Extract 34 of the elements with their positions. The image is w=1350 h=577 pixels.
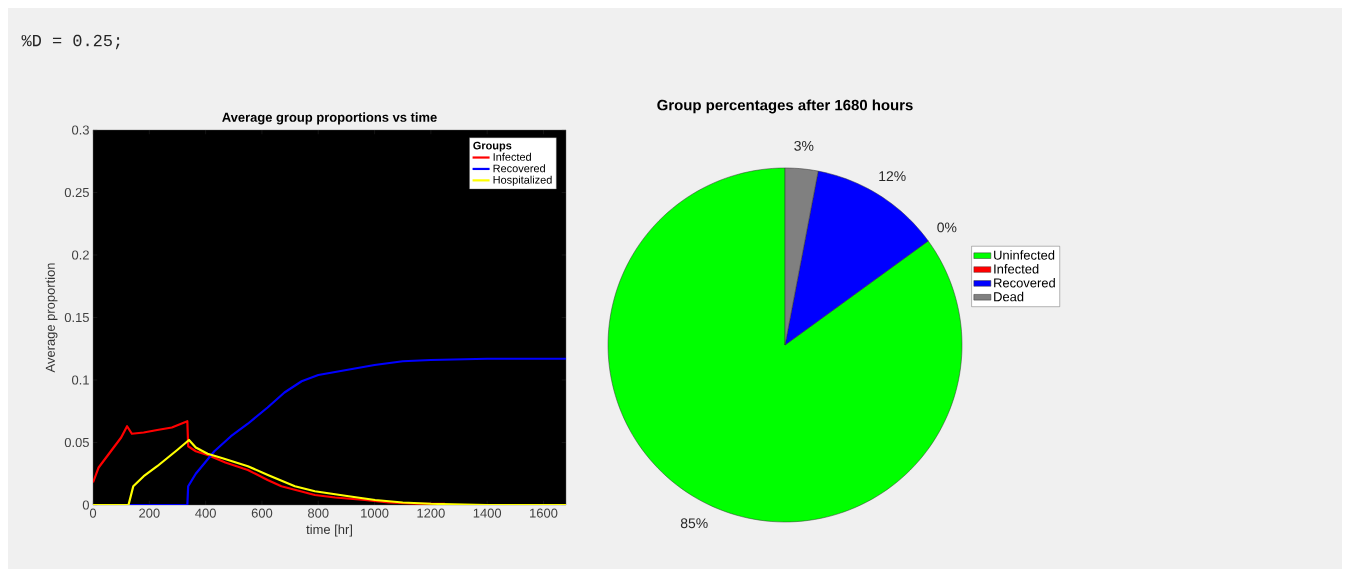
chart-title: Group percentages after 1680 hours — [657, 99, 913, 114]
y-tick-label: 0.1 — [71, 375, 89, 385]
y-tick-label: 0.25 — [64, 187, 89, 198]
line-series — [93, 438, 567, 505]
y-tick-label: 0.15 — [64, 312, 89, 323]
legend-label: Uninfected — [994, 250, 1055, 260]
legend-label: Infected — [493, 152, 531, 161]
y-tick-label: 0.2 — [71, 250, 89, 260]
text: 0% — [937, 222, 957, 233]
x-tick-label: 800 — [308, 508, 329, 518]
data-label: 12% — [879, 171, 906, 182]
legend-label: Infected — [994, 264, 1039, 274]
x-tick-label: 400 — [195, 508, 216, 518]
data-label: 3% — [794, 140, 814, 151]
chart-title: Average group proportions vs time — [222, 112, 437, 125]
x-tick-label: 0 — [89, 508, 97, 518]
y-axis-title: Average proportion — [45, 263, 58, 373]
text: %D = 0.25; — [21, 34, 120, 50]
x-tick-label: 1000 — [361, 508, 389, 518]
y-tick-label: 0.05 — [64, 437, 89, 448]
x-tick-label: 1200 — [417, 508, 445, 518]
legend-label: Hospitalized — [493, 175, 552, 186]
legend-label: Recovered — [493, 164, 545, 173]
legend-title: Groups — [473, 141, 512, 152]
x-tick-label: 200 — [139, 508, 160, 518]
data-label: 85% — [680, 518, 708, 529]
x-tick-label: 1600 — [530, 508, 558, 518]
x-tick-label: 1400 — [473, 508, 502, 518]
x-axis-title: time [hr] — [306, 524, 352, 537]
y-tick-label: 0 — [82, 500, 89, 510]
legend-label: Recovered — [994, 277, 1055, 288]
y-tick-label: 0.3 — [71, 125, 89, 135]
x-tick-label: 600 — [251, 508, 273, 518]
legend-label: Dead — [994, 291, 1024, 302]
